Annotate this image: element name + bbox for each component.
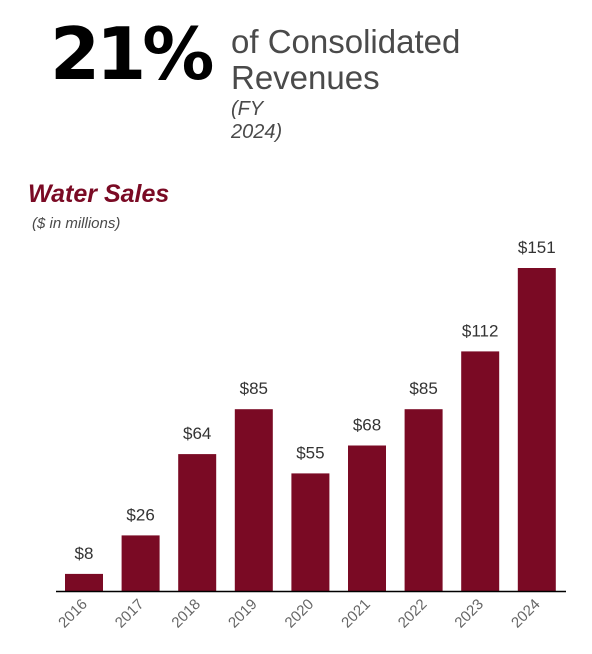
data-label-2017: $26 xyxy=(126,505,154,524)
x-tick-2022: 2022 xyxy=(395,596,431,632)
bar-2024 xyxy=(517,268,556,591)
bar-2019 xyxy=(234,409,273,591)
x-tick-2020: 2020 xyxy=(282,596,318,632)
data-label-2019: $85 xyxy=(240,379,268,398)
data-label-2021: $68 xyxy=(353,416,381,435)
bar-2016 xyxy=(65,573,103,591)
chart-title: Water Sales xyxy=(28,180,170,208)
data-label-2023: $112 xyxy=(462,321,499,340)
headline-text: of Consolidated Revenues xyxy=(231,23,461,96)
data-label-2018: $64 xyxy=(183,424,211,443)
x-tick-2021: 2021 xyxy=(338,596,374,632)
x-tick-2019: 2019 xyxy=(225,596,261,632)
x-tick-2023: 2023 xyxy=(451,596,487,632)
x-tick-2017: 2017 xyxy=(112,596,148,632)
chart-subtitle: ($ in millions) xyxy=(32,215,121,232)
data-label-2016: $8 xyxy=(75,544,94,563)
bar-2023 xyxy=(461,351,500,591)
headline-percent: 21% xyxy=(50,12,214,96)
x-tick-2018: 2018 xyxy=(168,596,204,632)
bar-2017 xyxy=(121,535,160,591)
data-label-2022: $85 xyxy=(409,379,437,398)
data-label-2020: $55 xyxy=(296,443,324,462)
data-label-2024: $151 xyxy=(518,238,556,257)
headline-period: (FY 2024) xyxy=(231,98,283,143)
bar-2022 xyxy=(404,409,443,591)
x-tick-2016: 2016 xyxy=(55,596,91,632)
bar-2018 xyxy=(178,454,217,591)
bar-2020 xyxy=(291,473,330,591)
bar-2021 xyxy=(348,445,386,591)
x-tick-2024: 2024 xyxy=(508,596,544,632)
